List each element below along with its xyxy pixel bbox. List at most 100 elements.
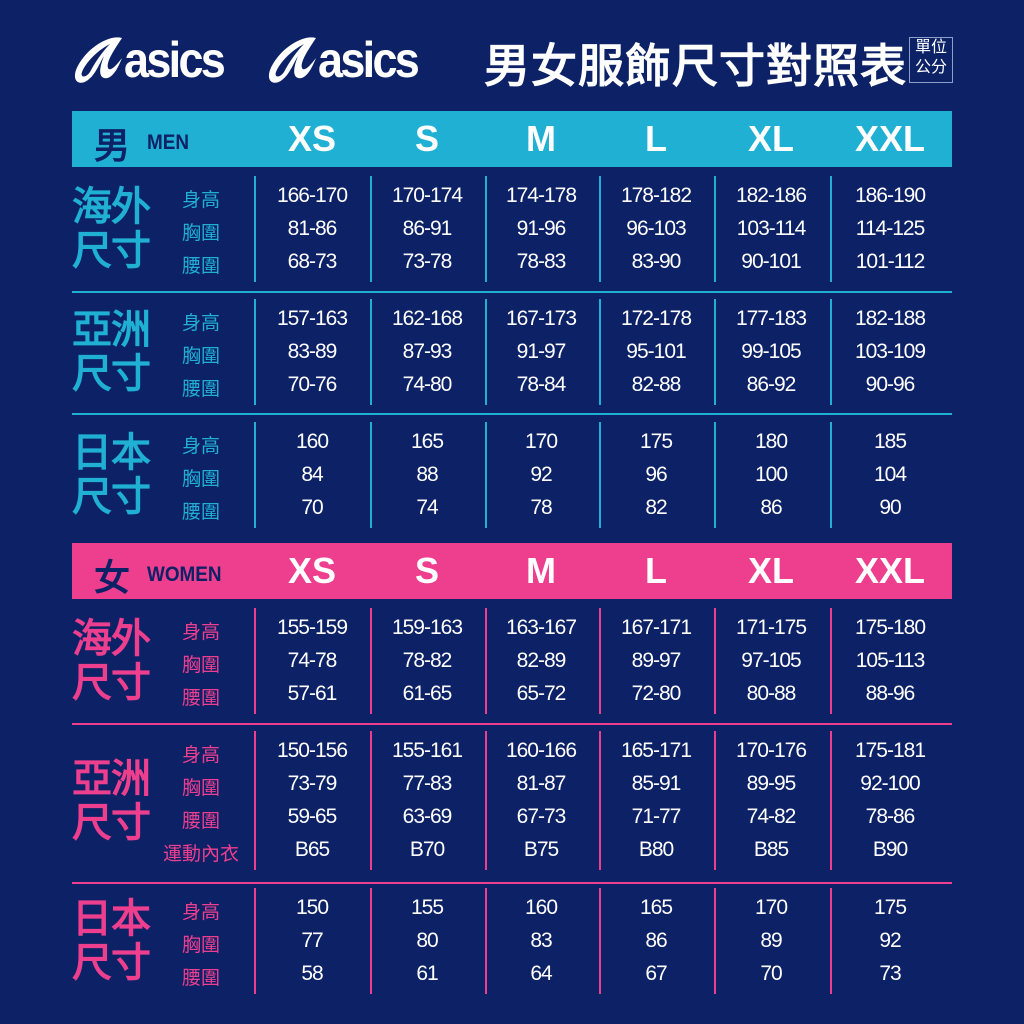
table-cell: 68-73 [287,250,338,273]
table-cell: 61 [416,962,438,985]
table-cell: 83-89 [287,340,338,363]
table-cell: 87-93 [402,340,453,363]
table-cell: 92 [879,929,901,952]
asics-logo-alt: asics [264,30,428,90]
table-cell: 160 [524,896,558,919]
table-cell: B80 [638,838,674,861]
table-cell: 90-101 [741,250,801,273]
table-cell: 159-163 [391,616,463,639]
table-cell: 165 [639,896,673,919]
table-cell: 77 [301,929,323,952]
table-cell: 86 [645,929,667,952]
table-cell: 73 [879,962,901,985]
table-cell: 72-80 [631,682,682,705]
column-divider [599,299,601,405]
column-divider [370,299,372,405]
region-label-line: 日本 [72,431,151,475]
table-cell: 170 [524,430,558,453]
row-label: 運動內衣 [162,844,239,865]
table-cell: 82 [645,496,667,519]
table-cell: 90-96 [865,373,916,396]
table-cell: 150 [295,896,329,919]
table-cell: 103-114 [736,217,807,240]
column-divider [370,731,372,870]
column-divider [370,888,372,994]
column-divider [599,888,601,994]
table-cell: 74 [416,496,438,519]
column-divider [370,176,372,282]
table-cell: 91-96 [516,217,567,240]
logo-wordmark: asics [318,32,420,88]
row-label: 胸圍 [181,223,220,244]
region-label-line: 海外 [72,185,151,229]
table-cell: 86 [760,496,782,519]
table-cell: 92 [530,463,552,486]
row-label: 腰圍 [181,502,220,523]
asics-logo: asics [70,30,234,90]
table-cell: 160-166 [505,739,577,762]
table-cell: 99-105 [741,340,801,363]
table-cell: 155-159 [276,616,348,639]
column-divider [714,731,716,870]
table-cell: 150-156 [276,739,348,762]
men-header-bar: 男 MEN XS S M L XL XXL [72,111,952,167]
table-cell: 74-80 [402,373,453,396]
table-cell: B70 [409,838,445,861]
table-cell: 160 [295,430,329,453]
table-cell: 63-69 [402,805,453,828]
women-section-divider [72,882,952,884]
table-cell: 82-88 [631,373,682,396]
column-divider [599,422,601,528]
table-cell: 59-65 [287,805,338,828]
table-cell: 91-97 [516,340,567,363]
table-cell: 166-170 [276,184,348,207]
table-cell: 74-82 [746,805,797,828]
size-header-l: L [645,118,667,159]
row-label: 身高 [181,902,220,923]
column-divider [599,176,601,282]
logo-wordmark: asics [124,32,226,88]
table-cell: 101-112 [855,250,926,273]
table-cell: 180 [754,430,788,453]
men-section-divider [72,291,952,293]
table-cell: 165 [410,430,444,453]
table-cell: 174-178 [505,184,577,207]
column-divider [485,422,487,528]
men-region-label: 海外 尺寸 [72,185,151,273]
region-label-line: 尺寸 [72,229,151,273]
region-label-line: 尺寸 [72,661,151,705]
table-cell: 83 [530,929,552,952]
size-header-s: S [414,550,439,591]
column-divider [830,176,832,282]
column-divider [714,608,716,714]
table-cell: 85-91 [631,772,682,795]
table-cell: 172-178 [620,307,692,330]
table-cell: 86-92 [746,373,797,396]
region-label-line: 亞洲 [72,756,151,801]
table-cell: 58 [301,962,323,985]
column-divider [714,888,716,994]
women-region-label: 海外 尺寸 [72,617,151,705]
region-label-line: 亞洲 [72,308,151,352]
page-title: 男女服飾尺寸對照表 [484,40,907,92]
table-cell: 182-186 [735,184,807,207]
column-divider [485,608,487,714]
row-label: 身高 [181,436,220,457]
table-cell: 175-181 [854,739,926,762]
table-cell: B65 [294,838,330,861]
size-header-xxl: XXL [854,550,925,591]
size-header-l: L [645,550,667,591]
table-cell: 71-77 [631,805,682,828]
table-cell: 73-79 [287,772,338,795]
table-cell: 82-89 [516,649,567,672]
table-cell: 88 [416,463,438,486]
size-header-m: M [526,118,556,159]
table-cell: 78-86 [865,805,916,828]
table-cell: 170-174 [391,184,463,207]
column-divider [485,731,487,870]
table-cell: 114-125 [855,217,926,240]
table-cell: 64 [530,962,552,985]
asics-swoosh-icon [268,37,316,83]
column-divider [599,731,601,870]
table-cell: 81-86 [287,217,338,240]
